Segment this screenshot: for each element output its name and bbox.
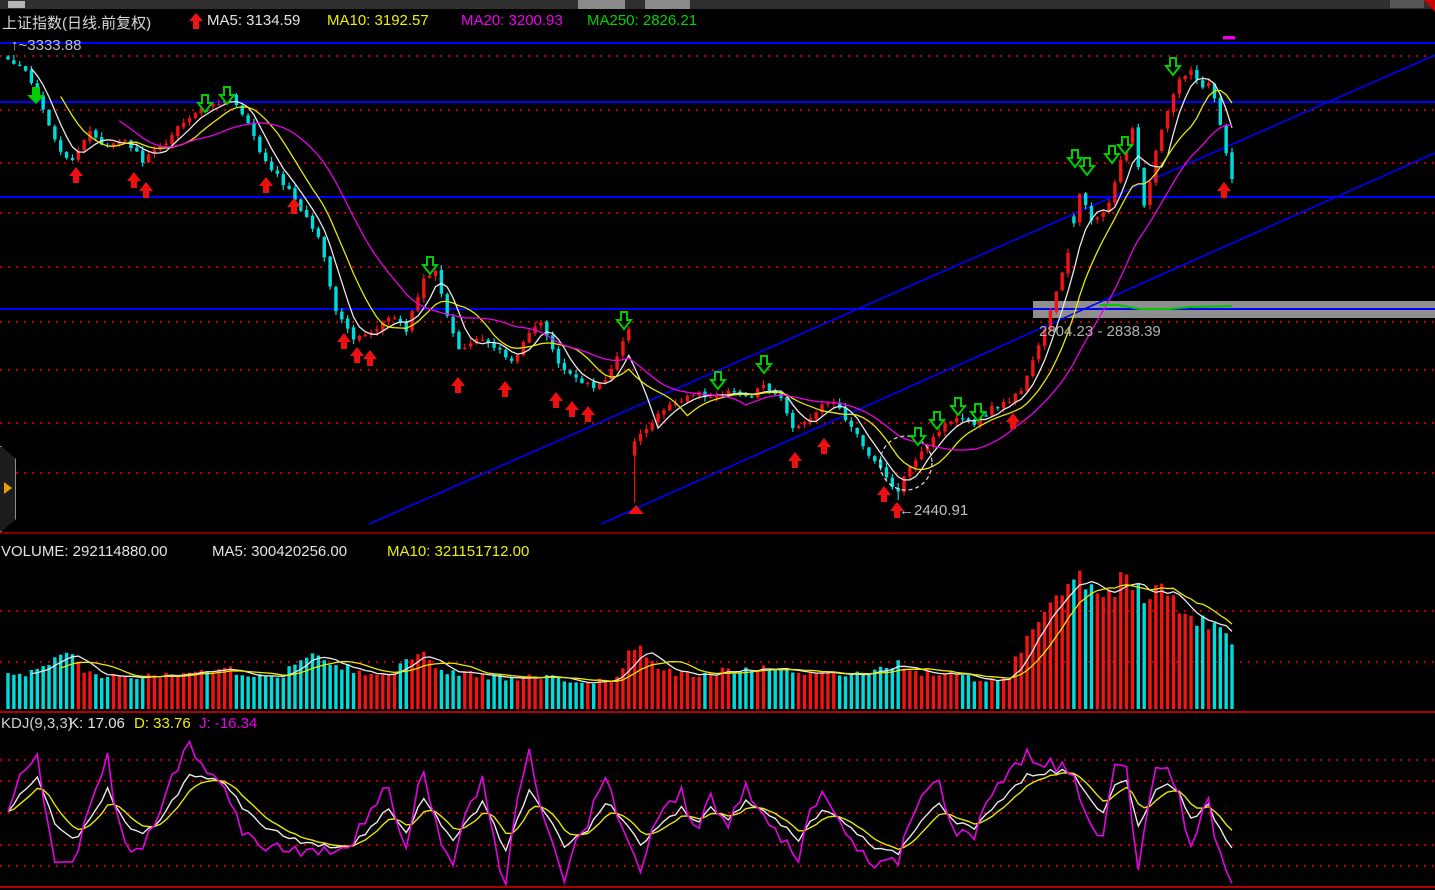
sidebar-expand-handle[interactable] — [0, 446, 16, 532]
bottom-highlight-circle — [879, 435, 933, 491]
period-high-annotation: ↑~3333.88 — [11, 37, 82, 54]
price-marker-dash — [1223, 36, 1235, 40]
volume-pane-header: VOLUME: 292114880.00 MA5: 300420256.00 M… — [0, 543, 1435, 561]
up-arrow-icon — [189, 13, 203, 29]
trendline — [368, 54, 1435, 525]
kdj-name-label: KDJ(9,3,3) — [1, 715, 73, 732]
kdj-lines — [7, 739, 1233, 886]
price-ma-lines — [30, 68, 1233, 481]
solid-sell-arrow — [27, 87, 45, 104]
ma20-value-label: MA20: 3200.93 — [461, 12, 563, 29]
ma10-value-label: MA10: 3192.57 — [327, 12, 429, 29]
kdj-k-label: K: 17.06 — [69, 715, 125, 732]
trendline — [600, 152, 1435, 525]
kdj-j-label: J: -16.34 — [199, 715, 258, 732]
expand-arrow-icon — [4, 482, 12, 494]
volume-value-label: VOLUME: 292114880.00 — [1, 543, 168, 560]
period-low-annotation: ←2440.91 — [899, 502, 969, 519]
buy-signal-arrows — [69, 167, 1231, 518]
volume-ma-lines — [31, 580, 1233, 684]
resistance-band-annotation: 2804.23 - 2838.39 — [1039, 323, 1161, 340]
kdj-d-label: D: 33.76 — [134, 715, 191, 732]
sell-signal-arrows — [27, 57, 1183, 447]
symbol-title: 上证指数(日线.前复权) — [2, 15, 152, 32]
volume-bars — [6, 570, 1234, 709]
volume-ma5-label: MA5: 300420256.00 — [212, 543, 348, 560]
ma250-value-label: MA250: 2826.21 — [587, 12, 698, 29]
support-resistance-lines — [0, 42, 1435, 525]
ma250-line — [1100, 304, 1233, 310]
ma5-value-label: MA5: 3134.59 — [207, 12, 301, 29]
kdj-pane-header: KDJ(9,3,3) K: 17.06 D: 33.76 J: -16.34 — [0, 715, 1435, 733]
volume-ma10-label: MA10: 321151712.00 — [387, 543, 530, 560]
low-marker-triangle — [628, 505, 644, 514]
price-pane-header: 上证指数(日线.前复权) MA5: 3134.59 MA10: 3192.57 … — [0, 12, 1435, 32]
